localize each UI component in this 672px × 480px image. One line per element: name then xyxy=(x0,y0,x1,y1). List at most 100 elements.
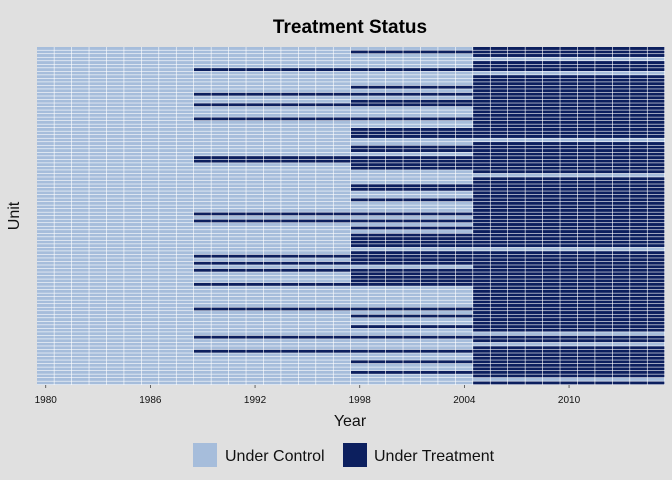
heatmap-cell xyxy=(37,289,54,293)
heatmap-cell xyxy=(298,254,316,258)
heatmap-cell xyxy=(438,254,456,258)
heatmap-cell xyxy=(194,208,211,212)
heatmap-cell xyxy=(508,363,525,367)
heatmap-cell xyxy=(89,381,107,385)
heatmap-cell xyxy=(246,346,264,350)
heatmap-cell xyxy=(438,279,456,283)
heatmap-cell xyxy=(560,103,578,107)
heatmap-cell xyxy=(508,142,525,145)
heatmap-cell xyxy=(176,127,194,131)
heatmap-cell xyxy=(316,219,333,223)
heatmap-cell xyxy=(281,286,299,290)
heatmap-cell xyxy=(385,194,403,198)
heatmap-cell xyxy=(89,219,107,223)
heatmap-cell xyxy=(263,89,281,93)
heatmap-cell xyxy=(333,374,351,378)
heatmap-cell xyxy=(630,377,647,381)
heatmap-cell xyxy=(106,223,124,226)
heatmap-cell xyxy=(368,54,386,57)
heatmap-cell xyxy=(455,110,473,114)
heatmap-cell xyxy=(647,279,665,283)
heatmap-cell xyxy=(246,142,264,145)
heatmap-cell xyxy=(89,180,107,184)
heatmap-cell xyxy=(542,282,560,286)
heatmap-cell xyxy=(368,152,386,156)
heatmap-cell xyxy=(89,318,107,322)
heatmap-cell xyxy=(141,64,159,68)
heatmap-cell xyxy=(612,244,630,248)
heatmap-cell xyxy=(333,145,351,149)
heatmap-cell xyxy=(612,82,630,86)
heatmap-cell xyxy=(176,247,194,251)
heatmap-cell xyxy=(403,184,421,188)
heatmap-cell xyxy=(420,370,438,374)
heatmap-cell xyxy=(612,296,630,300)
heatmap-cell xyxy=(612,149,630,153)
heatmap-cell xyxy=(560,244,578,248)
heatmap-cell xyxy=(420,286,438,290)
heatmap-cell xyxy=(71,258,89,262)
heatmap-cell xyxy=(333,152,351,156)
heatmap-cell xyxy=(525,64,543,68)
heatmap-cell xyxy=(316,293,333,297)
heatmap-cell xyxy=(141,282,159,286)
heatmap-cell xyxy=(542,99,560,103)
heatmap-cell xyxy=(89,75,107,79)
heatmap-cell xyxy=(281,282,299,286)
heatmap-cell xyxy=(630,254,647,258)
heatmap-cell xyxy=(577,170,595,174)
heatmap-cell xyxy=(490,113,508,117)
heatmap-cell xyxy=(577,50,595,54)
heatmap-cell xyxy=(141,377,159,381)
heatmap-cell xyxy=(525,300,543,304)
heatmap-cell xyxy=(647,201,665,205)
heatmap-cell xyxy=(333,117,351,121)
heatmap-cell xyxy=(647,237,665,241)
heatmap-cell xyxy=(542,85,560,89)
heatmap-cell xyxy=(438,135,456,138)
heatmap-cell xyxy=(351,103,368,107)
heatmap-cell xyxy=(351,135,368,138)
heatmap-cell xyxy=(54,68,72,72)
heatmap-cell xyxy=(612,381,630,385)
heatmap-cell xyxy=(159,233,176,237)
heatmap-cell xyxy=(37,244,54,248)
heatmap-cell xyxy=(71,191,89,195)
heatmap-cell xyxy=(595,279,613,283)
heatmap-cell xyxy=(455,149,473,153)
heatmap-cell xyxy=(595,103,613,107)
heatmap-cell xyxy=(403,68,421,72)
heatmap-cell xyxy=(351,335,368,339)
heatmap-cell xyxy=(37,265,54,269)
heatmap-cell xyxy=(263,113,281,117)
heatmap-cell xyxy=(89,142,107,145)
heatmap-cell xyxy=(612,205,630,209)
heatmap-cell xyxy=(54,191,72,195)
heatmap-cell xyxy=(316,377,333,381)
heatmap-cell xyxy=(106,166,124,170)
heatmap-cell xyxy=(89,149,107,153)
heatmap-cell xyxy=(54,244,72,248)
heatmap-cell xyxy=(508,367,525,371)
heatmap-cell xyxy=(595,339,613,343)
heatmap-cell xyxy=(141,289,159,293)
heatmap-cell xyxy=(89,282,107,286)
heatmap-cell xyxy=(595,205,613,209)
heatmap-cell xyxy=(228,247,246,251)
heatmap-cell xyxy=(351,342,368,346)
heatmap-cell xyxy=(542,131,560,135)
heatmap-cell xyxy=(89,198,107,202)
heatmap-cell xyxy=(263,103,281,107)
heatmap-cell xyxy=(298,325,316,329)
heatmap-cell xyxy=(630,138,647,142)
heatmap-cell xyxy=(403,99,421,103)
heatmap-cell xyxy=(54,142,72,145)
heatmap-cell xyxy=(438,166,456,170)
heatmap-cell xyxy=(612,152,630,156)
heatmap-cell xyxy=(560,346,578,350)
heatmap-cell xyxy=(298,54,316,57)
heatmap-cell xyxy=(159,300,176,304)
heatmap-cell xyxy=(37,89,54,93)
heatmap-cell xyxy=(228,50,246,54)
heatmap-cell xyxy=(246,117,264,121)
